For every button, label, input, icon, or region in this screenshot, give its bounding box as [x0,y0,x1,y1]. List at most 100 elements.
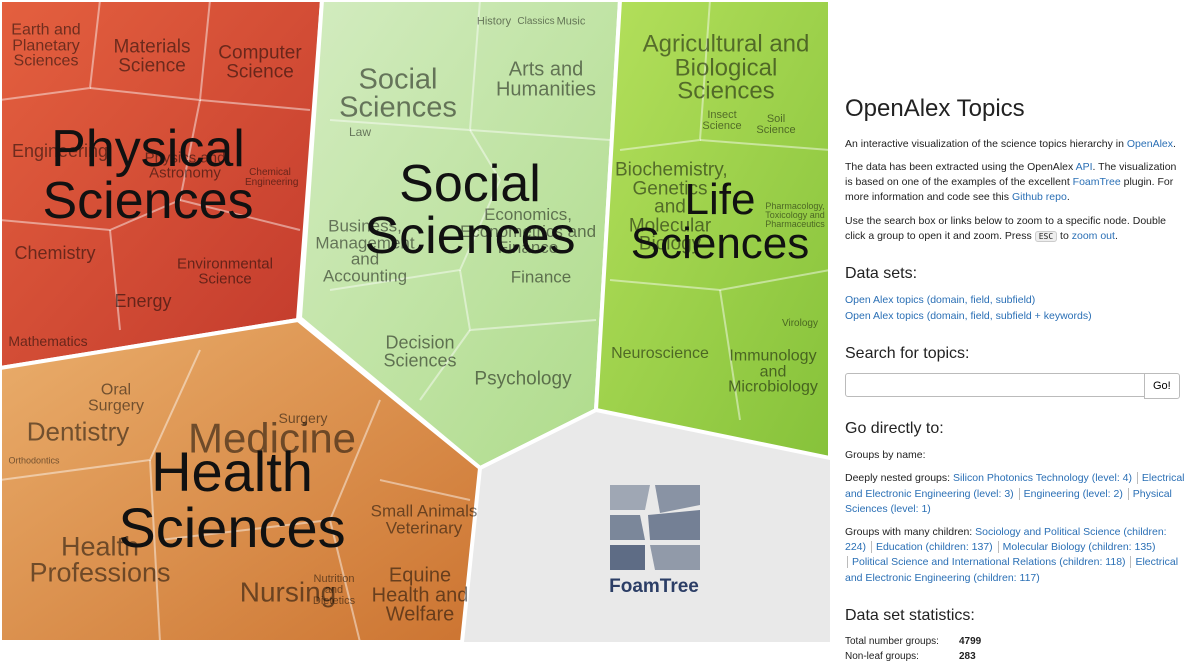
field-label: Engineering [11,141,109,162]
field-label: Business, Management and Accounting [315,216,415,286]
paragraph: Groups with many children: Sociology and… [845,525,1185,586]
group-cell[interactable] [0,317,483,642]
group-cell[interactable] [297,0,623,471]
dataset-item: Open Alex topics (domain, field, subfiel… [845,293,1185,308]
text: . [1173,137,1176,150]
field-label: Agricultural and Biological Sciences [642,30,810,105]
search-button[interactable]: Go! [1144,372,1180,399]
stats-row: Non-leaf groups: 283 [845,650,1001,664]
heading: Search for topics: [845,344,970,362]
key: ESC [1034,230,1058,242]
field-label: Surgery [278,410,328,427]
text: to [1057,229,1072,242]
field-label: Psychology [474,368,572,390]
link[interactable]: API [1075,161,1093,174]
stats-table: Total number groups: 4799 Non-leaf groups:… [845,635,1001,664]
stats-row: Total number groups: 4799 [845,635,1001,650]
dataset-list: Open Alex topics (domain, field, subfiel… [845,293,1185,323]
field-label: Classics [517,16,555,28]
text: Use the search box or links below to zoo… [845,214,1167,242]
treemap: FoamTree Earth and Planetary Sciences Mat… [0,0,830,642]
field-label: Virology [782,318,818,330]
link[interactable]: Silicon Photonics Technology (level: 4) [953,472,1132,485]
field-label: Nursing [239,576,337,608]
field-label: Chemistry [14,243,96,264]
link[interactable]: Github repo [1011,191,1067,204]
field-label: Insect Science [702,109,742,132]
dataset-item: Open Alex topics (domain, field, subfiel… [845,309,1185,324]
field-label: Materials Science [113,36,191,76]
link[interactable]: Electrical and Electronic Engineering (l… [845,472,1185,500]
treemap-canvas: FoamTree [0,0,830,642]
field-label: Economics, Econometrics and Finance [459,205,597,258]
stat-label: Non-leaf groups: [845,650,919,662]
text: Groups with many children: [845,525,973,538]
field-label: Immunology and Microbiology [728,347,818,396]
field-label: Dentistry [26,416,130,447]
link[interactable]: zoom out [1071,229,1115,242]
stat-value: 283 [958,650,976,662]
field-label: Decision Sciences [383,332,457,370]
search-input[interactable] [845,372,1145,397]
link[interactable]: Molecular Biology (children: 135) [997,541,1156,554]
text: Deeply nested groups: [845,472,951,485]
link[interactable]: Electrical and Electronic Engineering (c… [845,556,1179,584]
logo-icon [610,485,700,570]
field-label: History [476,15,512,28]
field-label: Medicine [187,414,357,462]
field-label: Finance [510,267,572,287]
field-label: Biochemistry, Genetics and Molecular Bio… [615,159,728,255]
field-label: Pharmacology, Toxicology and Pharmaceuti… [765,200,825,229]
stat-value: 4799 [958,636,982,648]
link[interactable]: Physical Sciences (level: 1) [845,487,1172,515]
domain-label: Life Sciences [630,175,810,268]
text: . The visualization is based on one of t… [845,161,1177,189]
field-label: Computer Science [218,42,302,82]
field-label: Small Animals Veterinary [370,501,478,537]
paragraph: The data has been extracted using the Op… [845,160,1185,206]
text: Groups by name: [845,449,926,462]
link[interactable]: Sociology and Political Science (childre… [845,525,1167,554]
link[interactable]: Engineering (level: 2) [1018,487,1123,500]
field-label: Environmental Science [177,255,273,287]
domain-label: Health Sciences [118,440,346,559]
cell-borders [0,0,830,642]
field-label: Music [556,15,586,28]
field-label: Arts and Humanities [495,58,597,100]
text: plugin. For more information and code se… [845,176,1174,204]
field-label: Soil Science [756,113,796,136]
link[interactable]: Open Alex topics (domain, field, subfiel… [845,309,1092,322]
search-form: Go! [845,372,1185,399]
field-label: Neuroscience [611,345,709,363]
heading: Go directly to: [845,419,944,437]
link[interactable]: Education (children: 137) [870,541,993,554]
text: An interactive visualization of the scie… [845,137,1127,150]
link[interactable]: OpenAlex [1126,137,1174,150]
field-label: Mathematics [8,333,88,350]
link[interactable]: Political Science and International Rela… [847,556,1126,569]
field-label: Equine Health and Welfare [371,564,469,626]
heading: Data set statistics: [845,606,975,624]
field-label: Social Sciences [339,63,457,124]
domain-label: Social Sciences [364,155,576,265]
field-label: Chemical Engineering [245,167,299,188]
field-label: Law [348,125,371,140]
field-label: Nutrition and Dietetics [312,572,356,607]
title: OpenAlex Topics [845,95,1025,122]
paragraph: An interactive visualization of the scie… [845,137,1185,152]
group-cell[interactable] [593,0,830,461]
field-label: Health Professions [29,531,171,588]
domain-label: Physical Sciences [42,120,254,230]
text: . [1114,229,1118,242]
text: The data has been extracted using the Op… [845,161,1076,174]
paragraph: Deeply nested groups: Silicon Photonics … [845,471,1185,517]
link[interactable]: FoamTree [1072,176,1121,189]
field-label: Oral Surgery [87,381,145,414]
field-label: Orthodontics [8,455,60,466]
field-label: Energy [114,291,172,312]
field-label: Physics and Astronomy [144,149,226,181]
text: . [1066,191,1070,204]
field-label: Earth and Planetary Sciences [11,21,81,70]
link[interactable]: Open Alex topics (domain, field, subfiel… [845,294,1036,307]
